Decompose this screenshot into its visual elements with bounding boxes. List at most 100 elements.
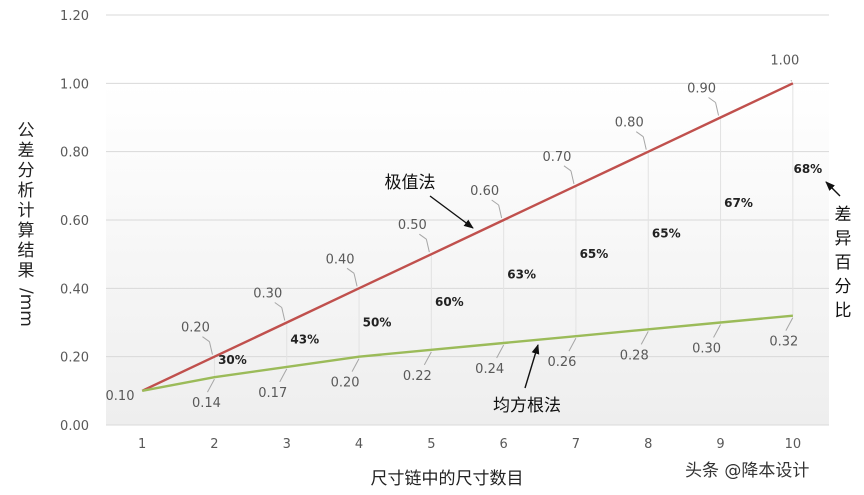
extreme-value-data-label: 0.60 [470,184,499,199]
leader-line [713,324,721,338]
leader-line [496,344,505,359]
extreme-value-line [141,82,794,392]
leader-line [208,341,213,355]
extreme-value-data-label: 0.90 [687,82,716,97]
difference-percent-label: 67% [724,196,753,210]
difference-label-char: 百 [835,253,852,273]
difference-label-char: 比 [835,301,852,321]
y-tick-label: 0.60 [60,214,89,229]
leader-line [279,368,288,383]
rms-arrow [524,344,540,389]
leader-line [425,239,430,253]
extreme-value-data-label: 0.20 [181,321,210,336]
x-tick-label: 5 [427,437,435,452]
leader-line [790,79,793,82]
rms-data-label: 0.20 [331,376,360,391]
y-axis-title-char: 结 [18,241,35,261]
rms-data-label: 0.28 [620,348,649,363]
difference-label-char: 异 [835,229,852,249]
series-lines [141,82,794,392]
x-tick-label: 1 [138,437,146,452]
rms-data-label: 0.26 [547,355,576,370]
data-labels: 0.10 0.20 0.30 0.40 0.50 0.60 0.70 0.80 0.90 1.00… [106,53,800,411]
y-tick-label: 0.20 [60,351,89,366]
y-axis-title-unit: /mm [16,288,36,327]
plot-background [106,83,829,425]
difference-percent-label: 30% [218,353,247,367]
y-axis-title-char: 算 [18,221,35,241]
y-axis-title-char: 果 [18,261,35,281]
rms-data-label: 0.17 [258,386,287,401]
y-tick-label: 0.80 [60,146,89,161]
difference-label-char: 分 [835,277,852,297]
extreme-value-data-label: 0.10 [106,389,135,404]
x-tick-label: 6 [500,437,508,452]
leader-line [568,337,577,352]
rms-data-label: 0.30 [692,342,721,357]
extreme-value-arrow [429,195,474,229]
difference-label-char: 差 [835,205,852,225]
y-axis-ticks: 0.00 0.20 0.40 0.60 0.80 1.00 1.20 [60,9,89,434]
y-tick-label: 1.20 [60,9,89,24]
label-leader-lines [202,79,794,393]
leader-line [715,102,720,116]
y-axis-title-char: 差 [18,141,35,161]
leader-line [570,170,575,184]
extreme-value-data-label: 0.70 [542,150,571,165]
x-tick-label: 9 [716,437,724,452]
extreme-value-data-label: 0.40 [326,252,355,267]
leader-line [423,351,432,366]
difference-percent-labels: 30% 43% 50% 60% 63% 65% 65% 67% 68% [218,162,822,367]
difference-percent-label: 68% [793,162,822,176]
x-axis-title: 尺寸链中的尺寸数目 [371,469,524,489]
y-axis-title-char: 分 [18,161,35,181]
y-axis-title-char: 析 [18,181,35,201]
x-tick-label: 8 [644,437,652,452]
leader-line [563,165,572,172]
leader-line [281,307,286,321]
rms-data-label: 0.22 [403,369,432,384]
leader-line [785,317,794,331]
leader-line [498,204,503,219]
difference-percent-label: 43% [290,333,319,347]
extreme-value-method-label: 极值法 [385,173,436,193]
leader-line [202,336,210,343]
y-tick-label: 1.00 [60,77,89,92]
x-axis-ticks: 1 2 3 4 5 6 7 8 9 10 [138,437,801,452]
leader-line [419,233,427,240]
rms-line [141,314,794,392]
difference-arrow [825,181,841,197]
leader-line [351,358,360,372]
difference-percent-label: 65% [652,227,681,241]
plot-area-fill [106,83,829,425]
rms-data-label: 0.32 [769,335,798,350]
leader-line [708,97,716,103]
x-tick-label: 3 [283,437,291,452]
y-axis-title-char: 公 [18,121,35,141]
rms-data-label: 0.24 [475,362,504,377]
difference-percent-label: 60% [435,295,464,309]
y-tick-label: 0.00 [60,419,89,434]
extreme-value-data-label: 1.00 [770,53,799,68]
extreme-value-data-label: 0.80 [615,116,644,131]
extreme-value-data-label: 0.50 [398,218,427,233]
gridlines [106,14,829,426]
leader-line [491,199,499,206]
y-axis-title-char: 计 [18,201,35,221]
y-tick-label: 0.40 [60,282,89,297]
difference-percent-label: 50% [363,316,392,330]
x-tick-label: 10 [785,437,802,452]
leader-line [346,267,355,274]
extreme-value-data-label: 0.30 [253,287,282,302]
leader-line [353,273,358,287]
difference-percent-label: 63% [507,268,536,282]
leader-line [642,136,647,150]
rms-data-label: 0.14 [192,396,221,411]
leader-line [640,331,649,345]
vertical-guides [213,83,794,378]
leader-line [635,131,644,138]
x-tick-label: 7 [572,437,580,452]
rms-method-label: 均方根法 [493,396,561,416]
